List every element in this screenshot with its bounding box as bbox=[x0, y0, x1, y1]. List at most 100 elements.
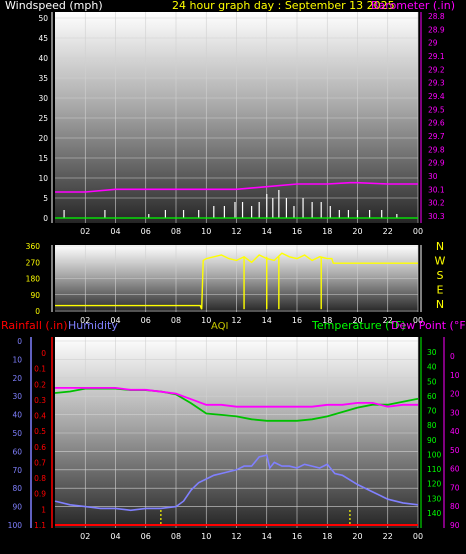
x-tick-label: 20 bbox=[352, 227, 362, 236]
x-tick-label: 14 bbox=[262, 316, 272, 325]
barometer-tick-label: 29.9 bbox=[428, 159, 445, 168]
temperature-tick-label: 140 bbox=[427, 509, 442, 518]
temperature-tick-label: 120 bbox=[427, 480, 442, 489]
dewpoint-tick-label: 50 bbox=[450, 446, 460, 455]
temperature-tick-label: 30 bbox=[427, 348, 437, 357]
dir-plot bbox=[55, 252, 418, 310]
barometer-tick-label: 29 bbox=[428, 39, 438, 48]
temperature-tick-label: 80 bbox=[427, 421, 437, 430]
temperature-tick-label: 110 bbox=[427, 465, 442, 474]
barometer-tick-label: 29.8 bbox=[428, 145, 445, 154]
axes: 02 04 06 08 10 12 14 16 18 20 22 000510152025303540… bbox=[8, 12, 460, 541]
windspeed-tick-label: 45 bbox=[38, 34, 48, 43]
rainfall-tick-label: 0.7 bbox=[34, 458, 46, 467]
dewpoint-tick-label: 40 bbox=[450, 427, 460, 436]
compass-label: N bbox=[436, 240, 444, 253]
x-tick-label: 02 bbox=[80, 532, 90, 541]
barometer-tick-label: 30.2 bbox=[428, 199, 445, 208]
compass-label: S bbox=[437, 269, 444, 282]
x-tick-label: 20 bbox=[352, 532, 362, 541]
rainfall-tick-label: 0 bbox=[41, 349, 46, 358]
windspeed-tick-label: 35 bbox=[38, 74, 48, 83]
windspeed-tick-label: 5 bbox=[43, 194, 48, 203]
barometer-tick-label: 29.6 bbox=[428, 119, 445, 128]
dewpoint-tick-label: 10 bbox=[450, 371, 460, 380]
windspeed-label: Windspeed (mph) bbox=[5, 0, 103, 12]
rainfall-tick-label: 0.9 bbox=[34, 490, 46, 499]
x-tick-label: 18 bbox=[322, 316, 332, 325]
barometer-tick-label: 29.5 bbox=[428, 105, 445, 114]
temperature-tick-label: 50 bbox=[427, 377, 437, 386]
aqi-label: AQI bbox=[211, 321, 229, 332]
x-tick-label: 00 bbox=[413, 227, 423, 236]
x-tick-label: 18 bbox=[322, 532, 332, 541]
barometer-tick-label: 30.1 bbox=[428, 185, 445, 194]
x-tick-label: 08 bbox=[171, 532, 181, 541]
humidity-tick-label: 30 bbox=[12, 392, 22, 401]
dewpoint-tick-label: 70 bbox=[450, 483, 460, 492]
rainfall-label: Rainfall (.in) bbox=[1, 319, 68, 332]
dewpoint-tick-label: 60 bbox=[450, 465, 460, 474]
rainfall-tick-label: 0.3 bbox=[34, 396, 46, 405]
windspeed-tick-label: 30 bbox=[38, 94, 48, 103]
compass-label: E bbox=[437, 284, 444, 297]
x-tick-label: 08 bbox=[171, 316, 181, 325]
direction-tick-label: 180 bbox=[26, 275, 41, 284]
x-tick-label: 22 bbox=[383, 227, 393, 236]
barometer-tick-label: 30.3 bbox=[428, 212, 445, 221]
humidity-label: Humidity bbox=[68, 319, 118, 332]
rainfall-tick-label: 0.5 bbox=[34, 427, 46, 436]
barometer-tick-label: 29.2 bbox=[428, 65, 445, 74]
x-tick-label: 06 bbox=[141, 316, 151, 325]
rainfall-tick-label: 0.8 bbox=[34, 474, 46, 483]
dewpoint-tick-label: 90 bbox=[450, 521, 460, 530]
barometer-series-line bbox=[55, 181, 418, 193]
x-tick-label: 22 bbox=[383, 316, 393, 325]
humidity-tick-label: 10 bbox=[12, 355, 22, 364]
dewpoint-series-line bbox=[55, 387, 418, 408]
graph-title: 24 hour graph day : September 13 2025 bbox=[172, 0, 395, 12]
dewpoint-tick-label: 80 bbox=[450, 502, 460, 511]
humidity-tick-label: 20 bbox=[12, 374, 22, 383]
x-tick-label: 16 bbox=[292, 532, 302, 541]
direction-tick-label: 360 bbox=[26, 242, 41, 251]
barometer-tick-label: 28.8 bbox=[428, 12, 445, 21]
x-tick-label: 12 bbox=[231, 316, 241, 325]
temperature-tick-label: 90 bbox=[427, 436, 437, 445]
direction-tick-label: 90 bbox=[30, 291, 40, 300]
windspeed-tick-label: 0 bbox=[43, 214, 48, 223]
dewpoint-tick-label: 30 bbox=[450, 408, 460, 417]
barometer-tick-label: 29.7 bbox=[428, 132, 445, 141]
direction-tick-label: 0 bbox=[35, 307, 40, 316]
wind-direction-line bbox=[55, 252, 418, 310]
x-tick-label: 20 bbox=[352, 316, 362, 325]
windspeed-tick-label: 25 bbox=[38, 114, 48, 123]
humidity-tick-label: 80 bbox=[12, 484, 22, 493]
barometer-tick-label: 29.4 bbox=[428, 92, 445, 101]
windspeed-tick-label: 20 bbox=[38, 134, 48, 143]
temperature-tick-label: 100 bbox=[427, 450, 442, 459]
x-tick-label: 16 bbox=[292, 316, 302, 325]
humidity-series-line bbox=[54, 454, 419, 512]
barometer-tick-label: 29.3 bbox=[428, 79, 445, 88]
x-tick-label: 14 bbox=[262, 227, 272, 236]
x-tick-label: 16 bbox=[292, 227, 302, 236]
barometer-tick-label: 28.9 bbox=[428, 25, 445, 34]
x-tick-label: 10 bbox=[201, 316, 211, 325]
rainfall-tick-label: 0.1 bbox=[34, 365, 46, 374]
x-tick-label: 12 bbox=[231, 227, 241, 236]
windspeed-tick-label: 15 bbox=[38, 154, 48, 163]
dewpoint-tick-label: 0 bbox=[450, 352, 455, 361]
humidity-tick-label: 90 bbox=[12, 503, 22, 512]
rainfall-tick-label: 1 bbox=[41, 505, 46, 514]
x-tick-label: 02 bbox=[80, 316, 90, 325]
barometer-tick-label: 30 bbox=[428, 172, 438, 181]
rainfall-tick-label: 0.6 bbox=[34, 443, 46, 452]
humidity-tick-label: 50 bbox=[12, 429, 22, 438]
humidity-tick-label: 70 bbox=[12, 466, 22, 475]
compass-label: W bbox=[435, 255, 446, 268]
x-tick-label: 12 bbox=[231, 532, 241, 541]
bottom-plot bbox=[54, 387, 419, 526]
